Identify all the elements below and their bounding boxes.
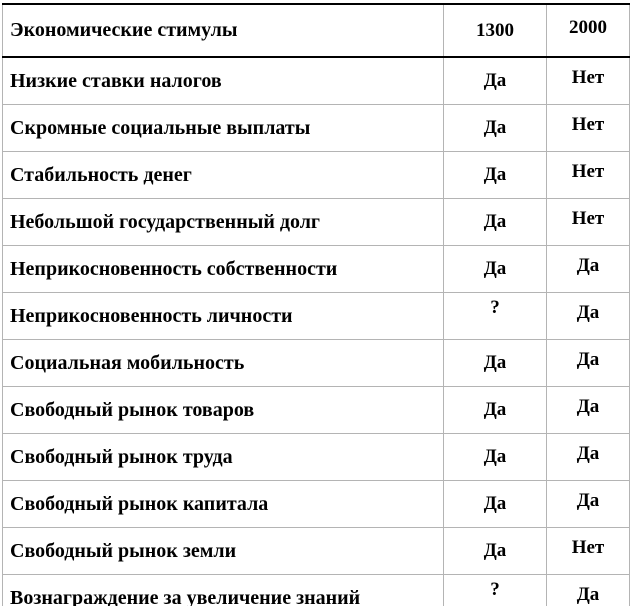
cell-2000: Да	[546, 433, 630, 481]
header-col-2000: 2000	[546, 3, 630, 58]
cell-value: ?	[490, 297, 500, 318]
cell-2000: Нет	[546, 104, 630, 152]
cell-value: ?	[490, 579, 500, 600]
header-col-1300: 1300	[443, 3, 547, 58]
economic-stimuli-table: Экономические стимулы 1300 2000 Низкие с…	[2, 3, 630, 606]
cell-2000: Да	[546, 339, 630, 387]
cell-value: Нет	[571, 208, 605, 229]
table-row: Низкие ставки налогов Да Нет	[2, 56, 630, 105]
cell-value: Да	[576, 302, 600, 323]
table-row: Неприкосновенность собственности Да Да	[2, 245, 630, 293]
row-label: Неприкосновенность личности	[2, 292, 444, 340]
header-col-stimuli: Экономические стимулы	[2, 3, 444, 58]
cell-value: Да	[483, 70, 507, 91]
table-row: Социальная мобильность Да Да	[2, 339, 630, 387]
row-label: Вознаграждение за увеличение знаний	[2, 574, 444, 606]
cell-value: Да	[483, 446, 507, 467]
cell-value: Да	[483, 493, 507, 514]
table-row: Вознаграждение за увеличение знаний ? Да	[2, 574, 630, 606]
cell-2000: Да	[546, 480, 630, 528]
cell-value: Да	[576, 443, 600, 464]
cell-value: Нет	[571, 67, 605, 88]
cell-1300: Да	[443, 151, 547, 199]
cell-1300: Да	[443, 56, 547, 105]
table-row: Свободный рынок труда Да Да	[2, 433, 630, 481]
cell-value: Да	[483, 540, 507, 561]
table-row: Небольшой государственный долг Да Нет	[2, 198, 630, 246]
cell-2000: Нет	[546, 198, 630, 246]
cell-value: Да	[576, 349, 600, 370]
cell-1300: Да	[443, 527, 547, 575]
table-row: Свободный рынок земли Да Нет	[2, 527, 630, 575]
table-row: Свободный рынок капитала Да Да	[2, 480, 630, 528]
cell-value: Нет	[571, 114, 605, 135]
cell-1300: Да	[443, 198, 547, 246]
cell-value: Да	[483, 258, 507, 279]
cell-1300: Да	[443, 339, 547, 387]
cell-value: Да	[483, 399, 507, 420]
cell-value: Да	[483, 164, 507, 185]
cell-value: Да	[483, 352, 507, 373]
row-label: Свободный рынок капитала	[2, 480, 444, 528]
cell-value: Нет	[571, 537, 605, 558]
cell-value: Да	[483, 211, 507, 232]
cell-1300: Да	[443, 386, 547, 434]
header-year-2000: 2000	[569, 16, 607, 38]
cell-1300: Да	[443, 245, 547, 293]
row-label: Низкие ставки налогов	[2, 56, 444, 105]
cell-1300: ?	[443, 574, 547, 606]
cell-1300: Да	[443, 480, 547, 528]
table-row: Стабильность денег Да Нет	[2, 151, 630, 199]
table-header-row: Экономические стимулы 1300 2000	[2, 3, 630, 58]
cell-2000: Да	[546, 292, 630, 340]
cell-1300: ?	[443, 292, 547, 340]
cell-value: Да	[576, 255, 600, 276]
row-label: Свободный рынок труда	[2, 433, 444, 481]
row-label: Стабильность денег	[2, 151, 444, 199]
row-label: Социальная мобильность	[2, 339, 444, 387]
cell-value: Да	[576, 490, 600, 511]
cell-2000: Да	[546, 574, 630, 606]
header-year-1300: 1300	[476, 19, 514, 41]
cell-value: Нет	[571, 161, 605, 182]
table-row: Скромные социальные выплаты Да Нет	[2, 104, 630, 152]
cell-2000: Нет	[546, 56, 630, 105]
cell-2000: Нет	[546, 151, 630, 199]
row-label: Неприкосновенность собственности	[2, 245, 444, 293]
cell-value: Да	[576, 584, 600, 605]
row-label: Свободный рынок товаров	[2, 386, 444, 434]
row-label: Свободный рынок земли	[2, 527, 444, 575]
cell-2000: Да	[546, 386, 630, 434]
cell-value: Да	[576, 396, 600, 417]
cell-1300: Да	[443, 104, 547, 152]
table-row: Свободный рынок товаров Да Да	[2, 386, 630, 434]
cell-1300: Да	[443, 433, 547, 481]
cell-2000: Нет	[546, 527, 630, 575]
cell-2000: Да	[546, 245, 630, 293]
row-label: Небольшой государственный долг	[2, 198, 444, 246]
cell-value: Да	[483, 117, 507, 138]
table-row: Неприкосновенность личности ? Да	[2, 292, 630, 340]
row-label: Скромные социальные выплаты	[2, 104, 444, 152]
